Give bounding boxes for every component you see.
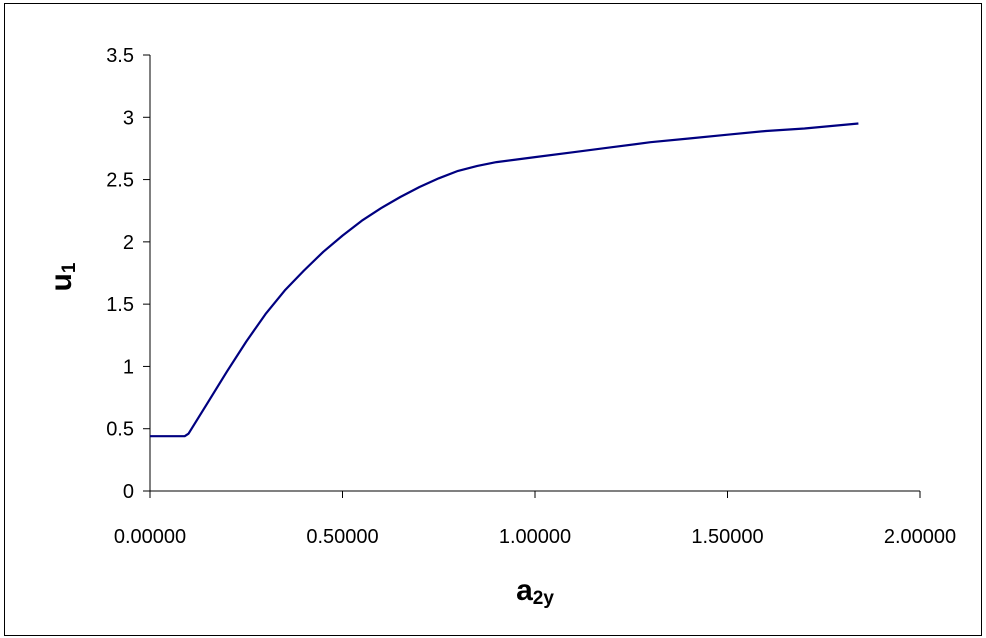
x-axis-title: a2y [516,574,554,609]
chart-svg: 0 0.5 1 1.5 2 2.5 3 3.5 0.00000 0.50000 1.00000 1.5… [45,45,956,609]
chart-frame: 0 0.5 1 1.5 2 2.5 3 3.5 0.00000 0.50000 1.00000 1.5… [4,3,982,636]
series-line [150,122,859,438]
x-tick-label: 1.00000 [499,526,571,548]
x-axis-title-sub: 2y [533,588,555,609]
y-axis-title-sub: 1 [59,262,80,273]
y-tick-label: 0.5 [106,419,134,441]
y-tick-label: 2.5 [106,170,134,192]
y-tick-label: 0 [123,481,134,503]
x-axis-title-main: a [516,574,533,607]
y-tick-label: 1 [123,356,134,378]
x-tick-label: 2.00000 [884,526,956,548]
y-tick-label: 2 [123,232,134,254]
x-tick-label: 0.00000 [114,526,186,548]
x-tick-label: 0.50000 [306,526,378,548]
y-tick-label: 3 [123,107,134,129]
x-tick-label: 1.50000 [691,526,763,548]
plot-area: 0 0.5 1 1.5 2 2.5 3 3.5 0.00000 0.50000 1.00000 1.5… [106,45,956,548]
y-axis-title: u1 [45,262,80,291]
y-tick-label: 1.5 [106,294,134,316]
y-tick-label: 3.5 [106,45,134,67]
y-axis-title-main: u [45,273,78,291]
